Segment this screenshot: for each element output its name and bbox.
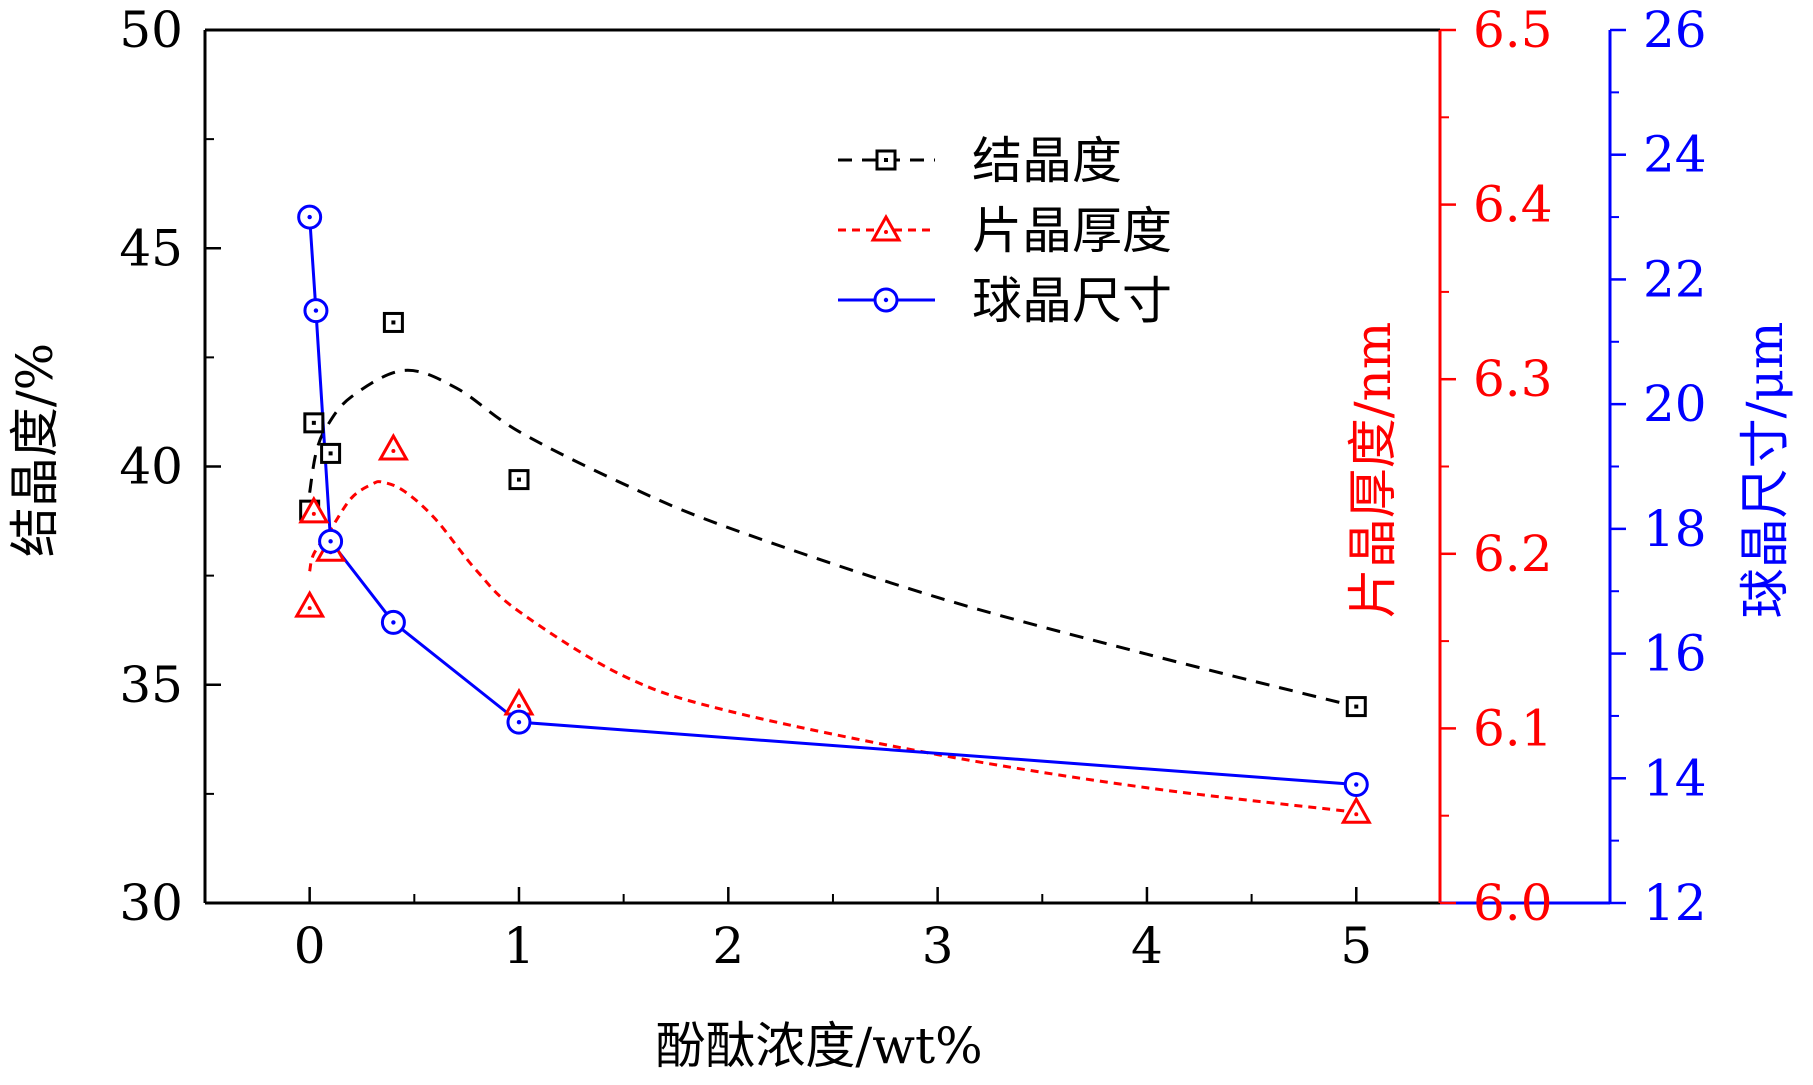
marker-center-dot (391, 620, 396, 625)
axes: 0 1 2 3 4 530354045506.06.16.26.36.46.5121416… (119, 1, 1706, 975)
data-markers (294, 204, 1372, 824)
x-tick-label: 5 (1340, 917, 1372, 975)
data-point (382, 311, 404, 333)
right-y-tick-label-spherulite: 14 (1643, 749, 1707, 807)
right-y-tick-label-lamella: 6.0 (1473, 874, 1553, 932)
marker-center-dot (328, 539, 333, 544)
right-y-tick-label-spherulite: 24 (1643, 126, 1707, 184)
left-y-tick-label: 35 (119, 656, 183, 714)
marker-center-dot (307, 214, 312, 220)
marker-center-dot (884, 158, 888, 162)
marker-center-dot (391, 320, 396, 325)
data-point (1340, 796, 1372, 824)
data-point (1345, 696, 1367, 718)
marker-center-dot (516, 477, 521, 482)
marker-center-dot (516, 703, 521, 708)
data-point (298, 495, 330, 524)
marker-center-dot (1354, 704, 1359, 709)
x-tick-label: 0 (294, 917, 326, 975)
x-tick-label: 1 (503, 917, 535, 975)
series-line-2 (308, 216, 1357, 787)
x-tick-label: 3 (922, 917, 954, 975)
legend-marker (870, 213, 902, 242)
marker-center-dot (883, 297, 889, 303)
legend-marker (873, 287, 899, 313)
data-point (303, 298, 329, 324)
right-y-tick-label-lamella: 6.5 (1473, 1, 1553, 59)
right-y-tick-label-lamella: 6.2 (1473, 525, 1553, 583)
legend-label-spherulite-size: 球晶尺寸 (972, 272, 1172, 330)
legend: 结晶度 片晶厚度 球晶尺寸 (838, 132, 1172, 330)
marker-center-dot (311, 511, 316, 516)
right-y-tick-label-lamella: 6.1 (1473, 699, 1553, 757)
marker-center-dot (391, 449, 396, 454)
marker-center-dot (516, 719, 522, 725)
right-y-tick-label-spherulite: 20 (1643, 375, 1707, 433)
x-tick-label: 2 (712, 917, 744, 975)
triangle-marker (377, 432, 409, 461)
fit-curve-0 (308, 368, 1357, 709)
fit-curve-1 (308, 480, 1357, 814)
triangle-marker (298, 495, 330, 524)
axis-labels: 酚酞浓度/wt% 结晶度/% 片晶厚度/nm 球晶尺寸/μm (6, 322, 1794, 1075)
data-point (1343, 772, 1369, 798)
data-point (297, 204, 323, 230)
right-y-tick-label-lamella: 6.3 (1473, 350, 1553, 408)
left-y-tick-label: 40 (119, 438, 183, 496)
left-y-tick-label: 30 (119, 874, 183, 932)
marker-center-dot (1354, 812, 1359, 817)
right-y-tick-label-spherulite: 18 (1643, 500, 1707, 558)
marker-center-dot (328, 451, 333, 456)
marker-center-dot (1354, 782, 1359, 787)
fit-curves (308, 368, 1357, 814)
marker-center-dot (884, 230, 888, 234)
data-point (508, 469, 530, 491)
right-y-tick-label-lamella: 6.4 (1473, 176, 1553, 234)
data-point (303, 412, 325, 434)
left-y-tick-label: 45 (119, 219, 183, 277)
marker-center-dot (311, 420, 316, 425)
x-tick-label: 4 (1131, 917, 1163, 975)
right-y-tick-label-spherulite: 26 (1643, 1, 1707, 59)
triangle-marker (294, 590, 326, 618)
legend-label-lamella-thickness: 片晶厚度 (972, 202, 1172, 260)
series-lines (308, 216, 1357, 787)
left-y-tick-label: 50 (119, 1, 183, 59)
legend-marker (875, 149, 897, 171)
data-point (377, 432, 409, 461)
marker-center-dot (313, 308, 319, 313)
triangle-marker (870, 213, 902, 242)
data-point (320, 442, 342, 464)
right-y-tick-label-spherulite: 22 (1643, 250, 1707, 308)
left-y-axis-label: 结晶度/% (6, 343, 64, 557)
data-point (318, 528, 344, 554)
right-y-tick-label-spherulite: 16 (1643, 625, 1707, 683)
data-point (380, 609, 406, 635)
data-point (294, 590, 326, 618)
right-y-axis-label-spherulite: 球晶尺寸/μm (1736, 322, 1794, 619)
right-y-axis-label-lamella: 片晶厚度/nm (1344, 322, 1402, 618)
triangle-marker (1340, 796, 1372, 824)
x-axis-label: 酚酞浓度/wt% (655, 1017, 982, 1075)
legend-label-crystallinity: 结晶度 (972, 132, 1122, 190)
data-point (506, 709, 532, 735)
right-y-tick-label-spherulite: 12 (1643, 874, 1707, 932)
marker-center-dot (307, 606, 312, 611)
